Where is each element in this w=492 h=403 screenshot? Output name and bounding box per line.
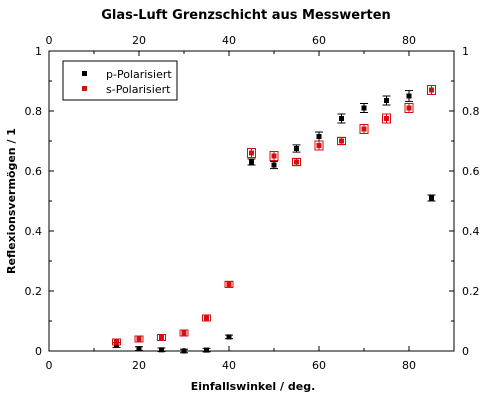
p-point	[384, 98, 389, 103]
p-point	[249, 159, 254, 165]
y-tick-label: 1	[35, 45, 42, 58]
p-point	[406, 93, 412, 99]
s-point	[384, 116, 389, 121]
legend-box	[62, 60, 178, 101]
s-error-box	[134, 335, 144, 343]
y-tick-label: 0.6	[25, 165, 43, 178]
s-error-box	[427, 85, 436, 95]
s-point	[429, 87, 434, 93]
s-point	[406, 105, 412, 111]
p-point	[429, 195, 434, 201]
s-error-box	[359, 124, 369, 134]
p-point	[361, 105, 367, 111]
p-point	[204, 347, 209, 353]
s-point	[294, 159, 299, 165]
s-error-box	[224, 280, 234, 288]
x-tick-label: 0	[46, 359, 53, 372]
s-point	[226, 281, 232, 287]
y-tick-label: 0.4	[25, 225, 43, 238]
y-tick-label: 0.8	[25, 105, 43, 118]
s-point	[159, 335, 164, 340]
s-point	[114, 339, 119, 345]
p-point	[136, 346, 142, 352]
y-axis-label: Reflexionsvermögen / 1	[5, 128, 18, 274]
s-error-box	[382, 113, 391, 124]
s-point	[271, 153, 277, 159]
y-tick-label-right: 1	[462, 45, 469, 58]
y-tick-label-right: 0.8	[462, 105, 480, 118]
s-error-box	[404, 103, 414, 113]
s-error-box	[269, 151, 279, 161]
p-point	[339, 116, 344, 121]
s-error-box	[157, 334, 166, 341]
s-point	[316, 143, 322, 148]
s-point	[181, 330, 187, 336]
p-point	[159, 347, 164, 353]
s-point	[249, 150, 254, 156]
y-tick-label-right: 0.4	[462, 225, 480, 238]
s-error-box	[292, 157, 301, 167]
s-point	[361, 126, 367, 132]
marks-layer	[112, 85, 436, 354]
x-tick-label-top: 80	[402, 34, 416, 47]
x-tick-label-top: 60	[312, 34, 326, 47]
p-point	[316, 134, 322, 139]
s-error-box	[314, 140, 324, 151]
x-tick-label-top: 0	[46, 34, 53, 47]
s-error-box	[179, 329, 189, 337]
x-tick-label: 40	[222, 359, 236, 372]
y-tick-label: 0	[35, 345, 42, 358]
x-tick-label-top: 40	[222, 34, 236, 47]
legend-label-p: p-Polarisiert	[106, 68, 172, 81]
x-tick-label: 60	[312, 359, 326, 372]
p-point	[181, 348, 187, 354]
s-error-box	[112, 338, 121, 346]
s-error-box	[202, 314, 211, 322]
p-point	[271, 162, 277, 168]
s-error-box	[337, 136, 346, 146]
legend-marker-p	[82, 71, 87, 76]
legend-marker-s	[82, 86, 87, 91]
chart-title: Glas-Luft Grenzschicht aus Messwerten	[101, 8, 391, 23]
x-axis-label: Einfallswinkel / deg.	[191, 380, 316, 393]
s-point	[204, 315, 209, 321]
s-point	[339, 138, 344, 144]
legend-label-s: s-Polarisiert	[106, 83, 171, 96]
x-tick-label-top: 20	[132, 34, 146, 47]
p-point	[294, 146, 299, 151]
x-tick-label: 80	[402, 359, 416, 372]
x-tick-label: 20	[132, 359, 146, 372]
legend: p-Polarisiert s-Polarisiert	[62, 60, 178, 101]
y-tick-label: 0.2	[25, 285, 43, 298]
y-tick-label-right: 0.2	[462, 285, 480, 298]
y-tick-label-right: 0	[462, 345, 469, 358]
s-point	[136, 336, 142, 342]
p-point	[226, 334, 232, 340]
s-error-box	[247, 148, 256, 158]
y-tick-label-right: 0.6	[462, 165, 480, 178]
